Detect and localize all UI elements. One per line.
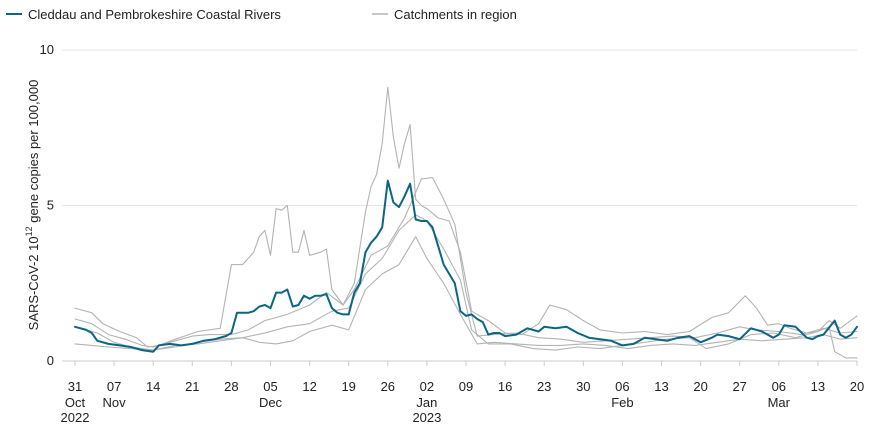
x-tick-day-label: 06	[615, 379, 629, 394]
x-tick: 19	[341, 361, 356, 394]
x-tick: 13	[811, 361, 825, 394]
series-line-region-catchment-2	[74, 176, 858, 348]
x-tick-day-label: 28	[224, 379, 238, 394]
series-line-region-catchment-1	[74, 86, 858, 348]
x-tick-day-label: 02	[420, 379, 434, 394]
x-tick: 20	[693, 361, 708, 394]
x-tick: 23	[537, 361, 551, 394]
x-tick: 30	[576, 361, 591, 394]
x-tick-year-label: 2023	[412, 410, 441, 424]
x-tick-day-label: 20	[693, 379, 707, 394]
y-axis-ticks: 0 5 10	[40, 42, 54, 368]
x-tick: 16	[498, 361, 512, 394]
x-tick-day-label: 14	[146, 379, 160, 394]
x-tick-day-label: 06	[772, 379, 786, 394]
x-tick-month-label: Nov	[103, 395, 127, 410]
y-tick-label: 0	[47, 353, 54, 368]
x-tick: 27	[732, 361, 747, 394]
x-tick-month-label: Jan	[416, 395, 437, 410]
y-axis-label-exponent: 12	[24, 226, 34, 236]
x-tick-month-label: Feb	[611, 395, 633, 410]
legend: Cleddau and Pembrokeshire Coastal Rivers…	[6, 7, 517, 22]
y-axis-label: SARS-CoV-2 1012 gene copies per 100,000	[24, 80, 41, 331]
x-tick-day-label: 13	[654, 379, 668, 394]
x-tick-year-label: 2022	[61, 410, 90, 424]
y-axis-label-prefix: SARS-CoV-2 10	[26, 236, 41, 330]
x-tick-day-label: 09	[459, 379, 473, 394]
x-tick: 20	[850, 361, 864, 394]
x-tick-day-label: 13	[811, 379, 825, 394]
x-tick-day-label: 19	[341, 379, 355, 394]
x-tick: 12	[302, 361, 317, 394]
x-tick-day-label: 07	[107, 379, 121, 394]
y-tick-label: 5	[47, 198, 54, 213]
x-tick-day-label: 21	[185, 379, 199, 394]
y-tick-label: 10	[40, 42, 54, 57]
x-tick-month-label: Mar	[768, 395, 791, 410]
x-tick: 14	[146, 361, 160, 394]
x-tick: 26	[381, 361, 395, 394]
series-line-region-catchment-4	[74, 236, 858, 351]
x-tick: 21	[185, 361, 200, 394]
x-tick-day-label: 12	[302, 379, 316, 394]
series-line-cleddau	[74, 179, 858, 353]
x-tick-month-label: Oct	[65, 395, 86, 410]
series-layer	[74, 86, 858, 359]
x-tick: 13	[654, 361, 669, 394]
x-tick-day-label: 30	[576, 379, 590, 394]
x-tick: 28	[224, 361, 239, 394]
x-tick-day-label: 05	[263, 379, 277, 394]
series-line-region-catchment-3	[74, 214, 858, 359]
x-tick-month-label: Dec	[259, 395, 283, 410]
y-axis-label-suffix: gene copies per 100,000	[26, 80, 41, 227]
x-tick-day-label: 27	[732, 379, 746, 394]
x-tick-day-label: 23	[537, 379, 551, 394]
x-tick-day-label: 20	[850, 379, 864, 394]
legend-label-primary: Cleddau and Pembrokeshire Coastal Rivers	[28, 7, 281, 22]
x-tick-day-label: 31	[68, 379, 82, 394]
x-tick: 09	[459, 361, 473, 394]
x-tick-day-label: 16	[498, 379, 512, 394]
legend-label-region: Catchments in region	[394, 7, 517, 22]
x-tick-day-label: 26	[381, 379, 395, 394]
grid	[62, 49, 857, 362]
